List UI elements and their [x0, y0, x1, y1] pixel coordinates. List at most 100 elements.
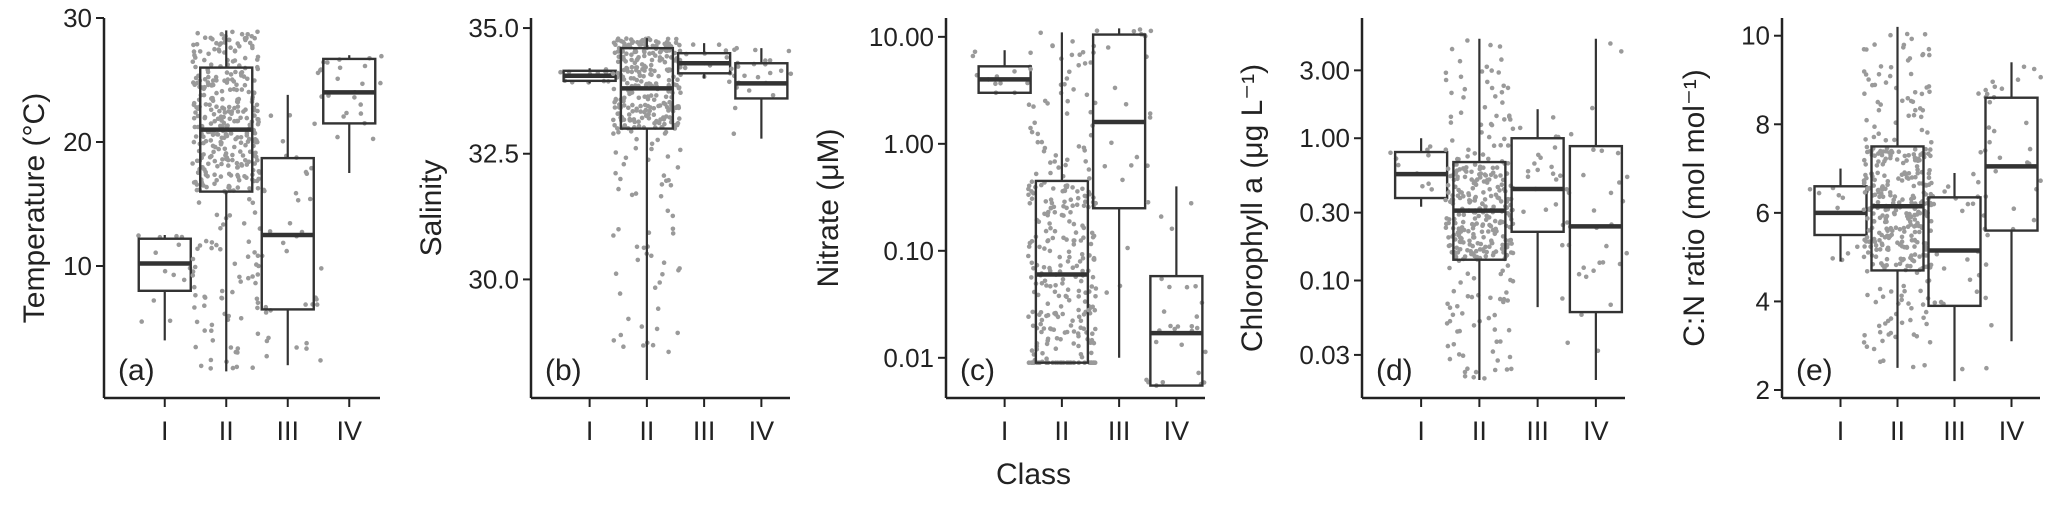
data-point [1926, 46, 1932, 52]
data-point [1460, 219, 1466, 225]
data-point [767, 58, 773, 63]
data-point [1028, 125, 1033, 131]
data-point [1876, 323, 1882, 329]
data-point [235, 346, 241, 351]
x-axis-title: Class [995, 458, 1071, 491]
data-point [235, 174, 241, 180]
data-point [202, 77, 208, 82]
data-point [1066, 249, 1072, 255]
data-point [1468, 198, 1473, 204]
data-point [232, 118, 237, 124]
data-point [341, 114, 346, 119]
data-point [1893, 225, 1899, 230]
data-point [610, 71, 616, 77]
data-point [1865, 186, 1871, 192]
data-point [1470, 225, 1476, 231]
data-point [1495, 358, 1500, 363]
data-point [1029, 260, 1035, 266]
data-point [1983, 295, 1988, 301]
data-point [1465, 154, 1470, 159]
data-point [233, 69, 238, 75]
data-point [1073, 230, 1079, 235]
data-point [1480, 223, 1485, 228]
y-tick-label: 10 [1741, 21, 1770, 51]
data-point [235, 41, 240, 46]
data-point [656, 103, 661, 109]
data-point [293, 190, 299, 196]
data-point [634, 136, 639, 142]
data-point [753, 47, 758, 53]
data-point [1050, 235, 1056, 241]
data-point [670, 226, 676, 232]
data-point [1495, 184, 1501, 190]
data-point [226, 313, 231, 319]
data-point [1473, 194, 1478, 200]
data-point [661, 173, 667, 178]
data-point [192, 124, 198, 130]
data-point [212, 172, 217, 177]
data-point [1985, 232, 1990, 238]
data-point [658, 194, 664, 199]
data-point [633, 65, 639, 70]
data-point [1478, 175, 1483, 180]
data-point [1919, 91, 1925, 97]
data-point [639, 324, 645, 329]
data-point [1864, 175, 1869, 181]
data-point [1458, 229, 1464, 234]
data-point [641, 48, 647, 54]
data-point [1089, 350, 1094, 356]
data-point [312, 121, 317, 127]
data-point [209, 328, 214, 334]
y-tick-label: 35.0 [468, 13, 519, 43]
data-point [649, 141, 655, 147]
data-point [239, 87, 245, 92]
data-point [1488, 42, 1493, 48]
data-point [1597, 260, 1602, 266]
data-point [1861, 340, 1867, 345]
data-point [218, 247, 223, 252]
data-point [267, 229, 273, 234]
data-point [234, 99, 240, 105]
data-point [1488, 295, 1493, 301]
data-point [1845, 251, 1851, 256]
data-point [658, 117, 663, 122]
data-point [1907, 56, 1913, 61]
box-iqr [1149, 274, 1204, 387]
data-point [1986, 125, 1992, 130]
data-point [1904, 31, 1910, 37]
data-point [194, 42, 200, 47]
data-point [1039, 329, 1044, 335]
data-point [219, 296, 225, 301]
data-point [1917, 181, 1922, 186]
data-point [229, 109, 235, 114]
data-point [1945, 184, 1951, 189]
data-point [1469, 251, 1474, 257]
data-point [1445, 301, 1450, 307]
data-point [1497, 188, 1502, 193]
data-point [208, 62, 214, 67]
data-point [227, 116, 233, 122]
data-point [210, 36, 215, 42]
data-point [294, 345, 299, 350]
data-point [208, 121, 214, 126]
data-point [295, 198, 301, 203]
data-point [1865, 292, 1870, 298]
data-point [1480, 247, 1486, 252]
data-point [2038, 178, 2043, 183]
data-point [1899, 172, 1905, 177]
data-point [634, 106, 639, 112]
data-point [1608, 302, 1613, 308]
data-point [204, 184, 209, 190]
data-point [1078, 278, 1084, 284]
data-point [1076, 314, 1082, 320]
data-point [202, 115, 208, 121]
data-point [1885, 179, 1891, 184]
data-point [1477, 164, 1483, 170]
data-point [1624, 250, 1629, 256]
data-point [1502, 136, 1507, 142]
data-point [1420, 184, 1425, 189]
data-point [630, 102, 635, 108]
data-point [635, 257, 641, 263]
data-point [633, 145, 639, 151]
